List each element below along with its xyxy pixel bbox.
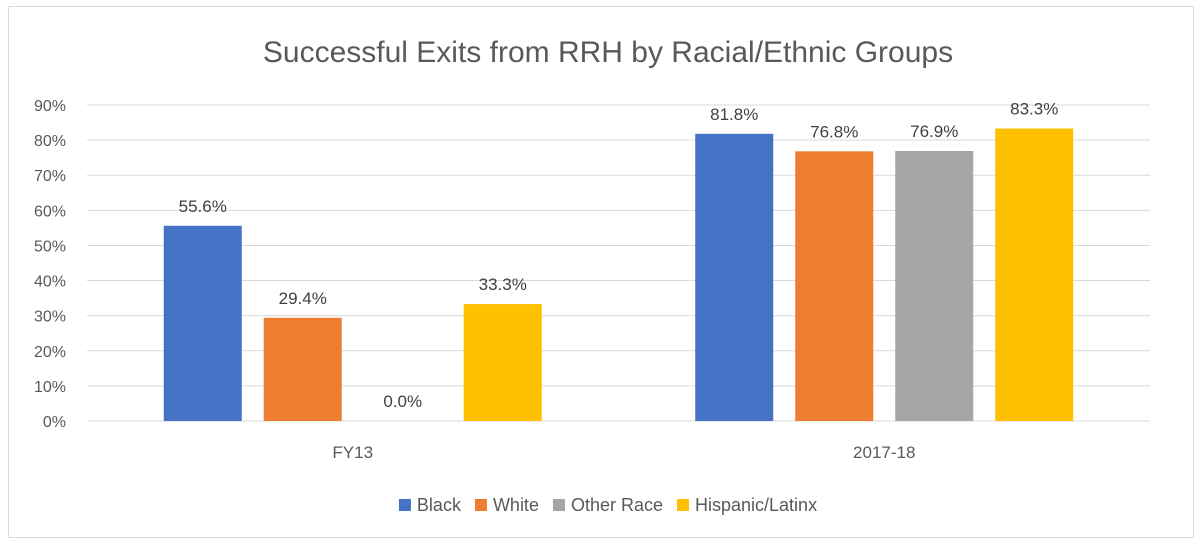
data-labels: 55.6% 29.4% 0.0% 33.3% 81.8% 76.8% 76.9% 83.3% xyxy=(179,100,1059,411)
bar-black-fy13 xyxy=(163,225,242,421)
x-category-label: 2017-18 xyxy=(853,443,915,462)
x-axis-categories: FY13 2017-18 xyxy=(332,443,915,462)
bars xyxy=(163,128,1074,422)
bar-hispanic-latinx-2017-18 xyxy=(995,128,1074,421)
y-tick-label: 0% xyxy=(43,414,66,431)
data-label: 55.6% xyxy=(179,197,227,216)
y-tick-label: 40% xyxy=(34,274,66,291)
bar-other-race-2017-18 xyxy=(895,150,974,422)
gridlines xyxy=(87,104,1150,422)
y-tick-label: 10% xyxy=(34,379,66,396)
y-tick-label: 30% xyxy=(34,309,66,326)
data-label: 33.3% xyxy=(479,275,527,294)
y-axis-ticks: 0% 10% 20% 30% 40% 50% 60% 70% 80% 90% xyxy=(34,98,66,431)
y-tick-label: 50% xyxy=(34,238,66,255)
legend-label: White xyxy=(493,495,539,515)
bar-black-2017-18 xyxy=(695,133,774,421)
bar-white-2017-18 xyxy=(795,151,874,421)
data-label: 0.0% xyxy=(383,392,422,411)
legend-label: Black xyxy=(417,495,462,515)
legend-swatch xyxy=(398,499,411,511)
data-label: 83.3% xyxy=(1010,100,1058,119)
legend-label: Other Race xyxy=(571,495,663,515)
bar-hispanic-latinx-fy13 xyxy=(463,304,542,421)
legend: Black White Other Race Hispanic/Latinx xyxy=(398,495,817,515)
legend-swatch xyxy=(552,499,565,511)
data-label: 76.9% xyxy=(910,122,958,141)
legend-swatch xyxy=(474,499,487,511)
y-tick-label: 80% xyxy=(34,133,66,150)
y-tick-label: 70% xyxy=(34,168,66,185)
y-tick-label: 60% xyxy=(34,203,66,220)
data-label: 76.8% xyxy=(810,122,858,141)
legend-swatch xyxy=(677,499,690,511)
chart-title: Successful Exits from RRH by Racial/Ethn… xyxy=(263,36,953,69)
legend-label: Hispanic/Latinx xyxy=(695,495,817,515)
data-label: 29.4% xyxy=(279,289,327,308)
data-label: 81.8% xyxy=(710,105,758,124)
x-category-label: FY13 xyxy=(332,443,373,462)
y-tick-label: 90% xyxy=(34,98,66,115)
y-tick-label: 20% xyxy=(34,344,66,361)
bar-white-fy13 xyxy=(263,317,342,421)
